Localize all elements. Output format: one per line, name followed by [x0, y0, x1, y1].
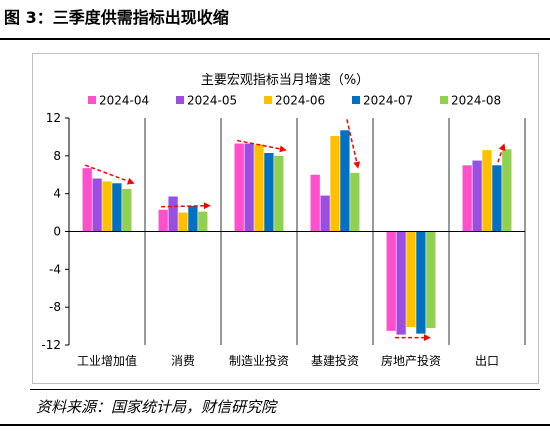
bar-2024-04-0: [82, 168, 92, 232]
bar-2024-07-5: [492, 165, 502, 232]
y-tick-label: 12: [46, 111, 61, 125]
bar-2024-08-4: [426, 231, 436, 328]
category-label-1: 消费: [171, 354, 195, 368]
legend-label-2024-08: 2024-08: [451, 94, 501, 108]
bar-2024-05-0: [92, 178, 102, 232]
trend-arrow-5: [497, 143, 506, 163]
legend-swatch-2024-06: [264, 96, 272, 104]
bar-2024-04-1: [158, 209, 168, 232]
trend-arrow-3: [346, 119, 361, 169]
bar-2024-08-3: [350, 172, 360, 232]
category-label-2: 制造业投资: [229, 353, 289, 368]
source-rule: [30, 389, 540, 390]
bar-2024-06-5: [482, 150, 492, 232]
bar-2024-07-0: [112, 183, 122, 232]
category-label-3: 基建投资: [311, 353, 359, 368]
legend-label-2024-07: 2024-07: [363, 94, 413, 108]
y-tick-label: 0: [53, 225, 61, 239]
trend-arrow-0: [84, 164, 135, 185]
legend-swatch-2024-08: [440, 96, 448, 104]
bar-2024-04-3: [310, 174, 320, 232]
bar-2024-04-2: [234, 143, 244, 232]
bar-chart: 主要宏观指标当月增速（%） 2024-04 2024-05 2024-06 2024-…: [41, 73, 526, 368]
bar-2024-07-3: [340, 130, 350, 232]
bar-2024-05-3: [320, 195, 330, 232]
legend-swatch-2024-04: [88, 96, 96, 104]
bar-2024-05-1: [168, 196, 178, 232]
trend-arrows: [84, 119, 506, 342]
bar-2024-05-2: [244, 143, 254, 232]
figure-title: 图 3：三季度供需指标出现收缩: [4, 8, 229, 27]
legend-swatch-2024-07: [352, 96, 360, 104]
legend: 2024-04 2024-05 2024-06 2024-07 2024-08: [88, 94, 501, 108]
trend-arrow-2: [237, 139, 287, 153]
category-label-4: 房地产投资: [381, 353, 441, 368]
bar-2024-08-5: [502, 149, 512, 232]
top-rule: [0, 38, 550, 40]
category-label-0: 工业增加值: [77, 353, 137, 368]
x-axis: 工业增加值 消费 制造业投资 基建投资 房地产投资 出口: [68, 118, 526, 368]
y-tick-label: 4: [53, 187, 61, 201]
bar-2024-06-3: [330, 135, 340, 232]
bar-2024-08-1: [198, 211, 208, 232]
bar-2024-07-4: [416, 231, 426, 334]
bar-2024-06-1: [178, 212, 188, 232]
y-axis: 12 8 4 0 -4 -8 -12: [41, 111, 70, 352]
bar-2024-04-4: [386, 231, 396, 331]
y-tick-label: -12: [41, 338, 61, 352]
legend-label-2024-05: 2024-05: [187, 94, 237, 108]
y-tick-label: -8: [49, 300, 61, 314]
y-tick-label: -4: [49, 262, 61, 276]
chart-title: 主要宏观指标当月增速（%）: [201, 73, 369, 88]
trend-arrow-1: [161, 202, 211, 210]
legend-label-2024-06: 2024-06: [275, 94, 325, 108]
bar-2024-05-5: [472, 160, 482, 232]
bar-2024-08-0: [122, 188, 132, 232]
bar-2024-06-0: [102, 181, 112, 232]
bar-2024-04-5: [462, 165, 472, 232]
y-tick-label: 8: [53, 149, 61, 163]
source-note: 资料来源：国家统计局，财信研究院: [36, 398, 277, 416]
bar-2024-06-4: [406, 231, 416, 328]
legend-swatch-2024-05: [176, 96, 184, 104]
bar-2024-07-1: [188, 205, 198, 232]
category-label-5: 出口: [475, 354, 499, 368]
legend-label-2024-04: 2024-04: [99, 94, 149, 108]
bar-2024-08-2: [274, 155, 284, 232]
bottom-rule: [0, 424, 550, 426]
bar-2024-07-2: [264, 152, 274, 232]
chart-frame: 主要宏观指标当月增速（%） 2024-04 2024-05 2024-06 2024-…: [32, 53, 539, 384]
bars: [82, 130, 512, 335]
bar-2024-05-4: [396, 231, 406, 335]
bar-2024-06-2: [254, 144, 264, 232]
